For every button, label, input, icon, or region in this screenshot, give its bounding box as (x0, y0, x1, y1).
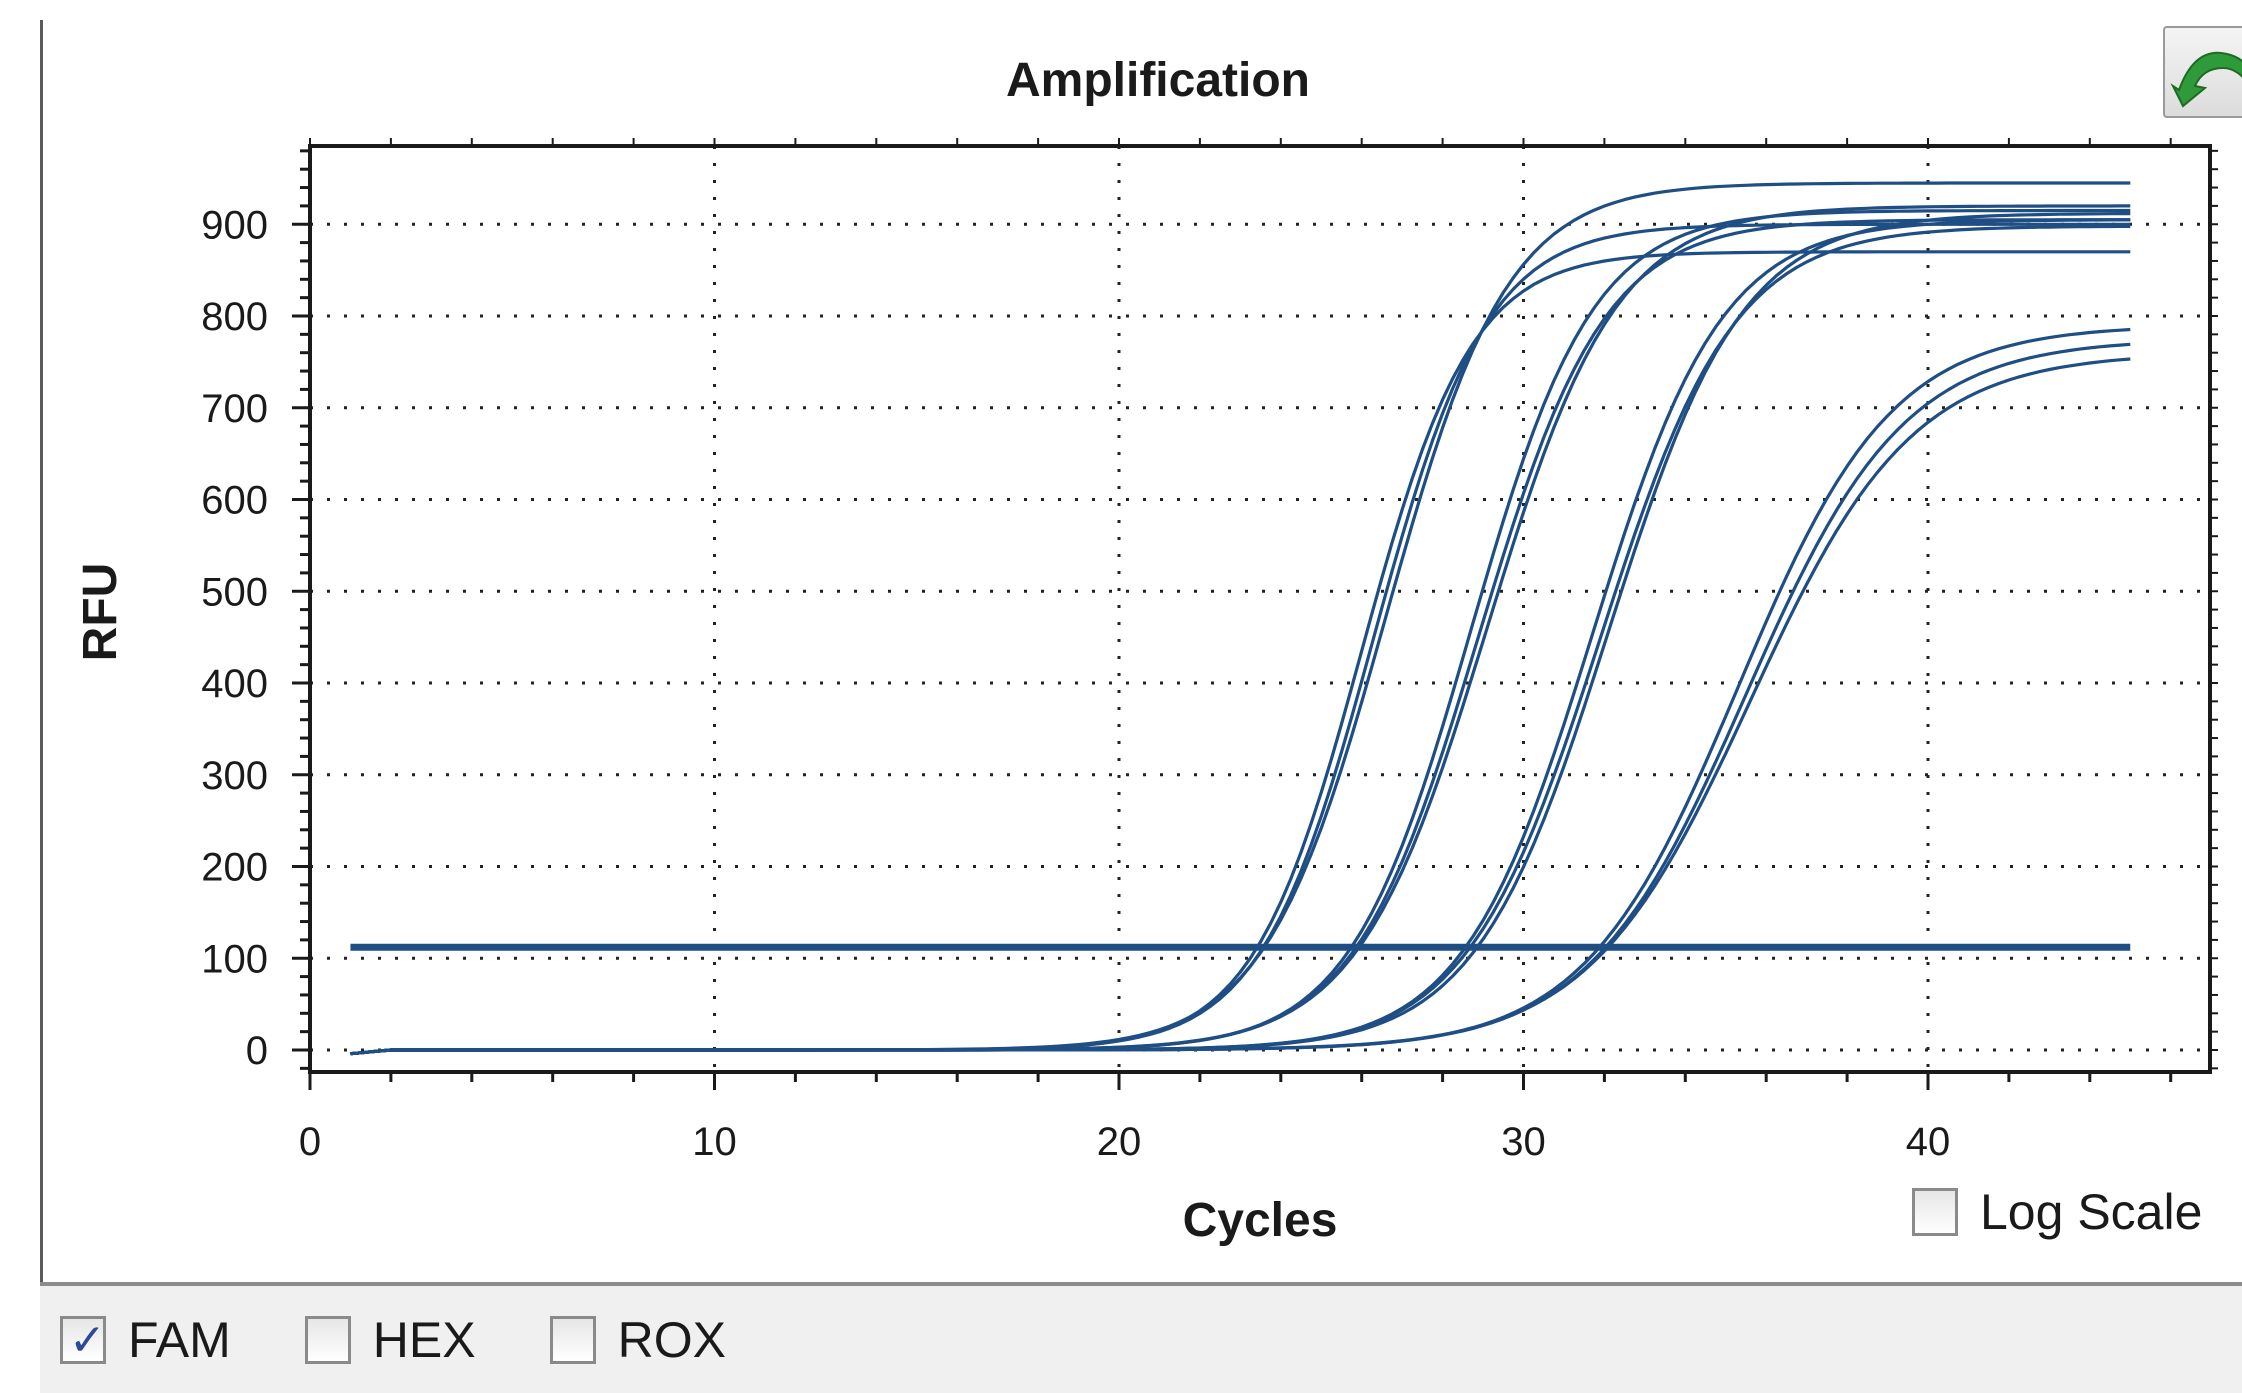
y-tick-label: 100 (201, 937, 268, 981)
y-tick-label: 500 (201, 570, 268, 614)
x-tick-label: 40 (1906, 1120, 1951, 1164)
amplification-chart: Amplification 0 10 20 30 4001002003004005006… (74, 54, 2218, 1247)
chart-title: Amplification (1006, 54, 1310, 107)
amplification-curve-9 (350, 212, 2131, 1056)
x-tick-label: 20 (1097, 1120, 1142, 1164)
amplification-curve-7 (350, 218, 2131, 1056)
amplification-curve-12 (350, 357, 2131, 1056)
y-tick-label: 0 (246, 1029, 268, 1073)
channel-fam-label: FAM (128, 1311, 231, 1368)
amplification-curves (350, 181, 2131, 1056)
x-axis-label: Cycles (1183, 1194, 1338, 1247)
chart-grid (310, 146, 2210, 1072)
plot-area-frame (308, 144, 2212, 1074)
amplification-curve-2 (350, 222, 2131, 1056)
y-tick-label: 600 (201, 479, 268, 523)
amplification-curve-5 (350, 218, 2131, 1056)
amplification-curve-8 (350, 224, 2131, 1056)
channel-fam[interactable]: ✓ FAM (60, 1311, 231, 1369)
y-tick-label: 400 (201, 662, 268, 706)
x-tick-label: 0 (299, 1120, 321, 1164)
log-scale-checkbox[interactable] (1912, 1188, 1958, 1236)
channel-hex-label: HEX (372, 1311, 476, 1368)
y-tick-label: 200 (201, 846, 268, 890)
log-scale-toggle[interactable]: Log Scale (1912, 1183, 2202, 1241)
channel-fam-checkbox[interactable]: ✓ (60, 1314, 106, 1366)
back-button[interactable] (2163, 26, 2242, 118)
channel-hex[interactable]: HEX (304, 1311, 476, 1369)
log-scale-label: Log Scale (1980, 1184, 2203, 1240)
amplification-curve-3 (350, 181, 2131, 1056)
channel-rox-checkbox[interactable] (549, 1315, 596, 1364)
y-axis-label: RFU (74, 563, 127, 662)
channel-hex-checkbox[interactable] (304, 1315, 351, 1364)
amplification-curve-4 (350, 208, 2131, 1056)
amplification-curve-6 (350, 204, 2131, 1056)
checkmark-icon: ✓ (69, 1314, 106, 1366)
panel-left-border (40, 20, 43, 1282)
amplification-curve-1 (350, 250, 2131, 1056)
channel-rox-label: ROX (617, 1311, 726, 1368)
x-tick-label: 10 (692, 1120, 737, 1164)
y-tick-label: 800 (201, 295, 268, 339)
x-tick-label: 30 (1501, 1120, 1546, 1164)
y-tick-label: 700 (201, 387, 268, 431)
channel-rox[interactable]: ROX (549, 1311, 726, 1369)
y-tick-label: 900 (201, 203, 268, 247)
back-arrow-icon (2170, 51, 2242, 108)
channel-selector-bar: ✓ FAM HEX ROX (40, 1282, 2242, 1393)
y-tick-label: 300 (201, 754, 268, 798)
